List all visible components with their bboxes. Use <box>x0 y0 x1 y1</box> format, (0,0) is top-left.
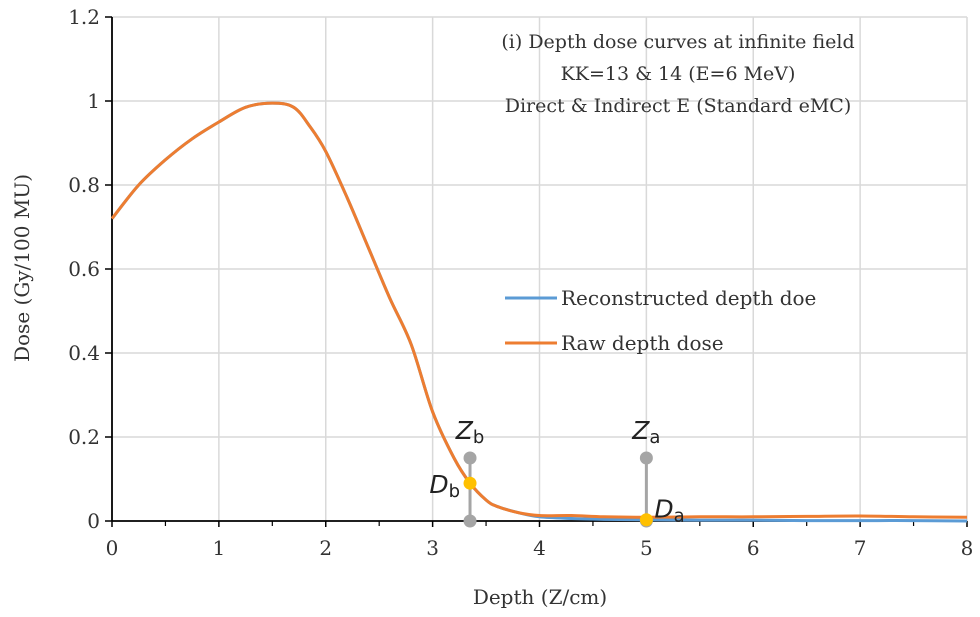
y-tick-label: 0.6 <box>68 257 100 281</box>
gridlines <box>112 16 968 521</box>
marker-label-da: Da <box>654 495 684 527</box>
y-tick-label: 1.2 <box>68 5 100 29</box>
marker-base-point <box>463 514 477 528</box>
y-axis-title: Dose (Gy/100 MU) <box>10 174 34 362</box>
y-tick-label: 0.2 <box>68 425 100 449</box>
series-lines <box>110 101 968 523</box>
marker-point-db <box>463 476 477 490</box>
marker-label-za: Za <box>631 416 660 448</box>
y-tick-label: 0 <box>87 509 100 533</box>
x-tick-label: 0 <box>106 536 119 560</box>
x-tick-label: 4 <box>533 536 546 560</box>
marker-label-zb: Zb <box>455 416 485 448</box>
y-tick-label: 1 <box>87 89 100 113</box>
legend: Reconstructed depth doe Raw depth dose <box>505 286 816 355</box>
annotation-line-3: Direct & Indirect E (Standard eMC) <box>505 95 852 117</box>
x-tick-label: 2 <box>319 536 332 560</box>
legend-label-reconstructed: Reconstructed depth doe <box>561 286 816 310</box>
marker-point-za <box>639 451 653 465</box>
x-tick-label: 1 <box>213 536 226 560</box>
x-axis-title: Depth (Z/cm) <box>473 585 607 609</box>
marker-label-db: Db <box>429 470 460 502</box>
x-tick-label: 8 <box>961 536 974 560</box>
marker-point-zb <box>463 451 477 465</box>
annotation-line-2: KK=13 & 14 (E=6 MeV) <box>561 63 796 85</box>
legend-label-raw: Raw depth dose <box>561 331 724 355</box>
x-tick-label: 6 <box>747 536 760 560</box>
x-tick-label: 5 <box>640 536 653 560</box>
tick-labels: 0 1 2 3 4 5 6 7 8 0 0.2 0.4 0.6 0.8 1 1.2 <box>68 5 973 560</box>
series-line-raw <box>110 101 968 519</box>
annotation-line-1: (i) Depth dose curves at infinite field <box>501 31 854 53</box>
point-markers: Zb Db Za Da <box>429 416 685 528</box>
y-tick-label: 0.8 <box>68 173 100 197</box>
marker-point-da <box>639 513 653 527</box>
x-tick-label: 7 <box>854 536 867 560</box>
y-tick-label: 0.4 <box>68 341 100 365</box>
x-tick-label: 3 <box>426 536 439 560</box>
